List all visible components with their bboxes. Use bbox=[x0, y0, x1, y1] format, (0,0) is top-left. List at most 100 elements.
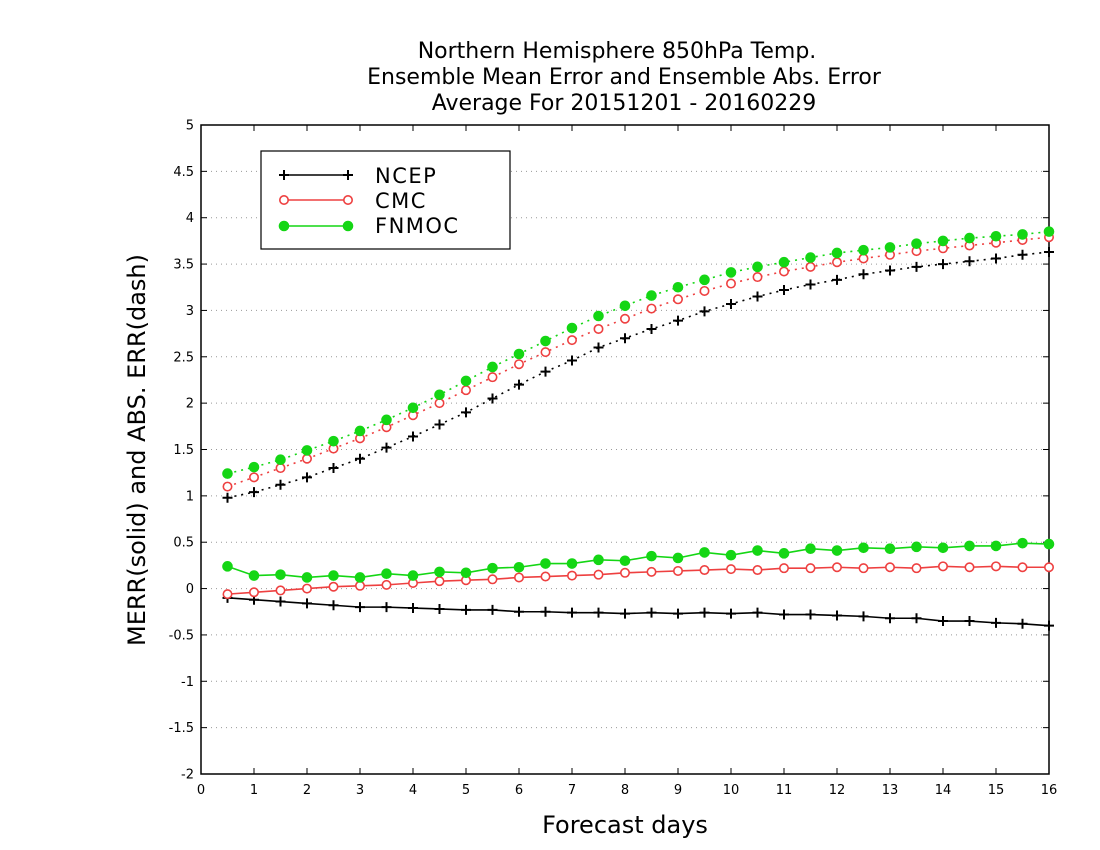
abs-err-point-fnmoc bbox=[593, 310, 604, 322]
abs-err-point-fnmoc bbox=[672, 281, 684, 293]
chart-title-line-2: Ensemble Mean Error and Ensemble Abs. Er… bbox=[367, 65, 882, 90]
merr-point-cmc bbox=[1044, 562, 1055, 573]
merr-point-ncep bbox=[911, 613, 922, 624]
abs-err-point-fnmoc bbox=[513, 348, 525, 360]
merr-point-fnmoc bbox=[434, 566, 445, 578]
y-tick-label: 5 bbox=[186, 119, 194, 134]
x-tick-label: 11 bbox=[776, 783, 793, 798]
abs-err-point-fnmoc bbox=[858, 244, 869, 256]
abs-err-point-fnmoc bbox=[222, 468, 233, 479]
abs-err-point-ncep bbox=[381, 442, 392, 453]
legend: NCEP CMC FNMOC bbox=[260, 150, 511, 250]
merr-point-cmc bbox=[778, 563, 789, 574]
merr-point-cmc bbox=[646, 566, 657, 577]
merr-point-ncep bbox=[620, 608, 630, 619]
merr-point-ncep bbox=[567, 607, 577, 618]
abs-err-point-ncep bbox=[302, 472, 312, 483]
merr-point-fnmoc bbox=[884, 543, 896, 555]
abs-err-point-ncep bbox=[779, 285, 789, 296]
merr-point-ncep bbox=[858, 611, 869, 622]
abs-err-point-ncep bbox=[699, 306, 710, 317]
abs-err-point-ncep bbox=[620, 333, 630, 344]
merr-point-ncep bbox=[514, 606, 524, 617]
merr-point-ncep bbox=[593, 607, 604, 618]
abs-err-point-ncep bbox=[434, 419, 445, 430]
abs-err-point-ncep bbox=[991, 253, 1001, 264]
abs-err-point-ncep bbox=[540, 366, 551, 377]
abs-err-point-fnmoc bbox=[805, 252, 816, 263]
legend-marker-cmc bbox=[342, 195, 353, 206]
merr-point-ncep bbox=[646, 607, 657, 618]
merr-point-fnmoc bbox=[858, 542, 869, 554]
abs-err-point-ncep bbox=[593, 342, 604, 353]
x-axis-label: Forecast days bbox=[542, 811, 708, 839]
merr-point-fnmoc bbox=[964, 540, 975, 552]
merr-point-cmc bbox=[858, 563, 869, 574]
y-tick-label: -1.5 bbox=[169, 721, 194, 736]
merr-point-fnmoc bbox=[752, 545, 763, 556]
merr-point-ncep bbox=[964, 616, 975, 627]
abs-err-point-fnmoc bbox=[381, 414, 392, 426]
abs-err-point-ncep bbox=[646, 323, 657, 334]
merr-point-ncep bbox=[1044, 620, 1054, 631]
merr-point-cmc bbox=[301, 583, 312, 594]
series-ncep bbox=[222, 247, 1054, 631]
abs-err-line-cmc bbox=[227, 236, 1050, 488]
merr-point-ncep bbox=[434, 603, 445, 614]
legend-marker-fnmoc bbox=[342, 220, 354, 232]
merr-point-fnmoc bbox=[990, 540, 1002, 552]
merr-point-fnmoc bbox=[487, 562, 498, 574]
abs-err-point-cmc bbox=[275, 463, 286, 474]
abs-err-point-fnmoc bbox=[831, 247, 843, 259]
merr-point-cmc bbox=[487, 574, 498, 585]
x-tick-label: 13 bbox=[882, 783, 899, 798]
abs-err-point-ncep bbox=[726, 298, 736, 309]
y-tick-label: 1 bbox=[186, 489, 194, 504]
merr-point-fnmoc bbox=[699, 547, 710, 558]
legend-entries bbox=[278, 170, 354, 232]
merr-point-ncep bbox=[779, 609, 789, 620]
abs-err-point-ncep bbox=[885, 265, 895, 276]
abs-err-point-fnmoc bbox=[407, 402, 419, 414]
merr-point-fnmoc bbox=[540, 558, 551, 569]
abs-err-point-ncep bbox=[461, 407, 471, 418]
abs-err-line-fnmoc bbox=[227, 230, 1050, 475]
merr-point-fnmoc bbox=[619, 555, 631, 567]
x-tick-label: 12 bbox=[829, 783, 846, 798]
abs-err-point-fnmoc bbox=[699, 274, 710, 286]
legend-label-ncep: NCEP bbox=[375, 164, 437, 188]
legend-marker-fnmoc bbox=[278, 220, 290, 232]
chart-title-line-1: Northern Hemisphere 850hPa Temp. bbox=[418, 39, 817, 64]
merr-point-ncep bbox=[381, 602, 392, 613]
abs-err-point-cmc bbox=[222, 481, 233, 492]
abs-err-point-fnmoc bbox=[275, 454, 286, 465]
merr-point-fnmoc bbox=[381, 568, 392, 580]
merr-point-fnmoc bbox=[805, 543, 816, 555]
abs-err-point-fnmoc bbox=[487, 361, 498, 373]
merr-point-ncep bbox=[991, 617, 1001, 628]
merr-point-cmc bbox=[937, 561, 948, 572]
merr-point-ncep bbox=[302, 598, 312, 609]
merr-point-fnmoc bbox=[672, 552, 684, 564]
abs-err-point-fnmoc bbox=[1043, 226, 1055, 237]
merr-point-ncep bbox=[328, 600, 339, 611]
merr-point-fnmoc bbox=[593, 554, 604, 566]
x-tick-label: 15 bbox=[988, 783, 1005, 798]
x-tick-label: 7 bbox=[568, 783, 576, 798]
merr-point-fnmoc bbox=[222, 561, 233, 572]
abs-err-point-ncep bbox=[752, 291, 763, 302]
merr-point-ncep bbox=[805, 609, 816, 620]
merr-point-cmc bbox=[990, 561, 1001, 572]
merr-point-cmc bbox=[725, 564, 736, 575]
abs-err-point-cmc bbox=[805, 261, 816, 272]
y-tick-label: 4.5 bbox=[173, 165, 194, 180]
merr-point-cmc bbox=[964, 562, 975, 573]
x-tick-label: 2 bbox=[303, 783, 311, 798]
merr-point-cmc bbox=[381, 579, 392, 590]
abs-err-point-cmc bbox=[646, 303, 657, 314]
x-tick-label: 14 bbox=[935, 783, 952, 798]
abs-err-point-fnmoc bbox=[248, 461, 260, 473]
merr-point-cmc bbox=[884, 562, 895, 573]
merr-point-cmc bbox=[619, 567, 630, 578]
merr-point-fnmoc bbox=[646, 550, 657, 562]
